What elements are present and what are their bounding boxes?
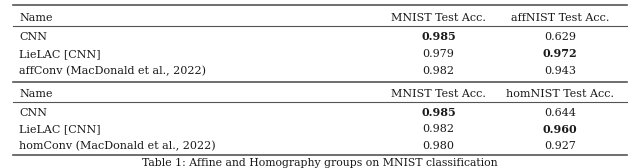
Text: LieLAC [CNN]: LieLAC [CNN]: [19, 49, 101, 59]
Text: Name: Name: [19, 89, 52, 99]
Text: affNIST Test Acc.: affNIST Test Acc.: [511, 13, 609, 24]
Text: 0.985: 0.985: [421, 31, 456, 43]
Text: MNIST Test Acc.: MNIST Test Acc.: [391, 89, 486, 99]
Text: CNN: CNN: [19, 32, 47, 42]
Text: 0.979: 0.979: [422, 49, 454, 59]
Text: 0.629: 0.629: [544, 32, 576, 42]
Text: CNN: CNN: [19, 108, 47, 118]
Text: 0.943: 0.943: [544, 66, 576, 76]
Text: 0.927: 0.927: [544, 141, 576, 151]
Text: homConv (MacDonald et al., 2022): homConv (MacDonald et al., 2022): [19, 141, 216, 151]
Text: 0.982: 0.982: [422, 66, 454, 76]
Text: 0.972: 0.972: [543, 48, 577, 59]
Text: LieLAC [CNN]: LieLAC [CNN]: [19, 124, 101, 134]
Text: Name: Name: [19, 13, 52, 24]
Text: 0.985: 0.985: [421, 107, 456, 118]
Text: 0.982: 0.982: [422, 124, 454, 134]
Text: 0.644: 0.644: [544, 108, 576, 118]
Text: MNIST Test Acc.: MNIST Test Acc.: [391, 13, 486, 24]
Text: homNIST Test Acc.: homNIST Test Acc.: [506, 89, 614, 99]
Text: 0.980: 0.980: [422, 141, 454, 151]
Text: 0.960: 0.960: [543, 124, 577, 135]
Text: Table 1: Affine and Homography groups on MNIST classification: Table 1: Affine and Homography groups on…: [142, 158, 498, 168]
Text: affConv (MacDonald et al., 2022): affConv (MacDonald et al., 2022): [19, 65, 206, 76]
